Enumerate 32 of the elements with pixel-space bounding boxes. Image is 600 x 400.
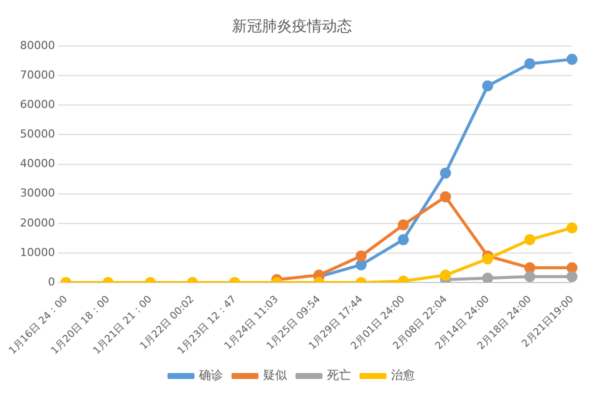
point	[356, 250, 367, 262]
point	[440, 191, 451, 202]
point	[566, 262, 578, 274]
point	[356, 259, 367, 270]
point	[524, 262, 536, 274]
point	[524, 234, 536, 246]
chart-title: 新冠肺炎疫情动态	[232, 16, 352, 35]
legend-label: 死亡	[327, 368, 351, 382]
y-tick-label: 20000	[20, 216, 55, 230]
y-tick-label: 80000	[20, 38, 55, 52]
point	[482, 80, 494, 92]
y-tick-label: 50000	[20, 128, 55, 141]
legend-label: 确诊	[198, 368, 223, 382]
y-tick-label: 40000	[20, 157, 55, 170]
y-tick-label: 70000	[20, 68, 55, 82]
point	[566, 222, 578, 234]
point	[398, 234, 409, 246]
y-tick-label: 10000	[20, 246, 55, 259]
y-tick-label: 0	[48, 275, 55, 288]
point	[440, 168, 451, 179]
point	[566, 54, 578, 65]
point	[482, 272, 494, 283]
y-tick-label: 30000	[20, 186, 55, 200]
point	[398, 219, 409, 230]
point	[524, 58, 536, 70]
y-tick-label: 60000	[20, 98, 55, 111]
point	[566, 271, 578, 282]
point	[440, 270, 451, 281]
legend-label: 治愈	[391, 368, 415, 382]
point	[482, 253, 494, 264]
point	[524, 271, 536, 282]
legend-label: 疑似	[263, 368, 287, 382]
